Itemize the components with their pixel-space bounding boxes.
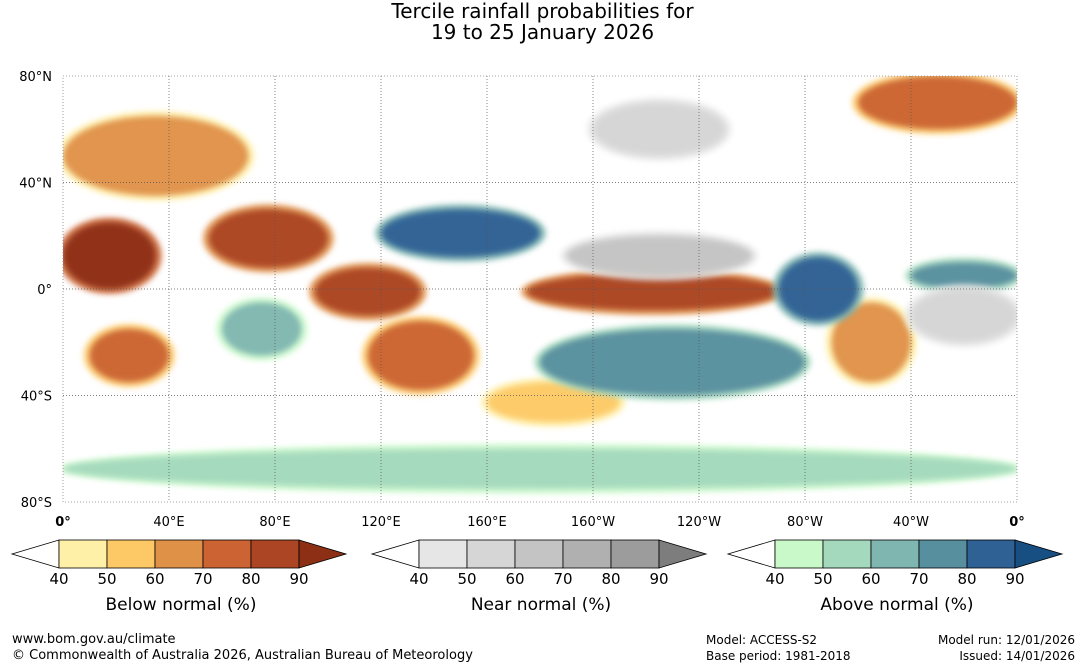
region-above-80 [778,257,858,321]
region-below-70 [367,320,474,391]
legend-right-tip [658,539,708,569]
model-run-text: Model run: 12/01/2026 [937,633,1075,647]
legend-above: 40 50 60 70 80 90 Above normal (%) [726,539,1064,615]
legend-tick: 80 [957,570,976,588]
legends: 40 50 60 70 80 90 Below normal (%) 40 50 60 70 80 90… [10,539,1064,615]
legend-near: 40 50 60 70 80 90 Near normal (%) [370,539,708,615]
issued-text: Issued: 14/01/2026 [959,649,1075,663]
legend-right-tip [298,539,348,569]
legend-label: Near normal (%) [471,595,611,615]
legend-tick: 80 [241,570,260,588]
probability-regions [63,76,1017,494]
region-below-60 [831,302,911,383]
region-above-80 [381,209,540,258]
lat-label: 0° [37,283,52,298]
lat-label: 40°N [19,177,52,192]
region-above-60 [222,302,302,356]
lon-label: 120°W [677,515,721,530]
lon-label: 40°E [153,515,184,530]
legend-tick: 50 [97,570,116,588]
legend-swatch [514,539,564,569]
lon-label: 80°E [259,515,290,530]
legend-swatch [610,539,660,569]
title-line-2: 19 to 25 January 2026 [430,20,655,44]
legend-tick: 70 [193,570,212,588]
region-above-50 [63,448,1017,489]
model-text: Model: ACCESS-S2 [706,633,818,647]
legend-left-tip [726,539,776,569]
lon-label: 0° [55,515,71,530]
region-near-50 [911,289,1017,343]
lon-label: 160°E [467,515,507,530]
legend-tick: 40 [49,570,68,588]
website-text: www.bom.gov.au/climate [12,632,176,647]
legend-swatch [58,539,108,569]
legend-tick: 90 [289,570,308,588]
legend-tick: 70 [909,570,928,588]
legend-tick: 60 [861,570,880,588]
legend-swatch [966,539,1016,569]
legend-left-tip [370,539,420,569]
legend-tick: 60 [505,570,524,588]
region-below-90 [63,222,156,289]
legend-tick: 50 [813,570,832,588]
legend-swatch [106,539,156,569]
legend-label: Below normal (%) [106,595,257,615]
legend-tick: 50 [457,570,476,588]
title-line-1: Tercile rainfall probabilities for [391,0,694,23]
lon-label: 0° [1009,515,1025,530]
legend-tick: 40 [409,570,428,588]
region-below-80 [314,267,421,316]
region-near-60 [566,235,752,276]
legend-swatch [466,539,516,569]
lat-label: 80°N [19,70,52,85]
region-below-70 [89,328,169,383]
legend-below: 40 50 60 70 80 90 Below normal (%) [10,539,348,615]
legend-right-tip [1014,539,1064,569]
base-period-text: Base period: 1981-2018 [706,649,851,663]
legend-swatch [918,539,968,569]
legend-swatch [822,539,872,569]
lat-label: 80°S [21,496,52,511]
lon-label: 80°W [787,515,823,530]
legend-swatch [202,539,252,569]
lat-label: 40°S [21,390,52,405]
legend-swatch [870,539,920,569]
legend-tick: 70 [553,570,572,588]
legend-tick: 90 [1005,570,1024,588]
region-above-70 [540,328,805,396]
region-above-70 [911,262,1017,289]
legend-swatch [154,539,204,569]
legend-swatch [418,539,468,569]
map-frame [62,75,1018,503]
legend-label: Above normal (%) [820,595,973,615]
lon-label: 160°W [571,515,615,530]
copyright-text: © Commonwealth of Australia 2026, Austra… [12,648,473,663]
lon-label: 40°W [893,515,929,530]
region-below-80 [526,273,779,311]
map-axes: 80°N40°N0°40°S80°S0° 40°E 80°E 120°E 160°E 16… [19,70,1025,530]
region-below-70 [858,76,1017,130]
legend-swatch [774,539,824,569]
legend-tick: 80 [601,570,620,588]
legend-left-tip [10,539,60,569]
legend-tick: 60 [145,570,164,588]
legend-tick: 40 [765,570,784,588]
map-area [62,75,1018,503]
legend-tick: 90 [649,570,668,588]
legend-swatch [250,539,300,569]
region-near-50 [593,102,726,156]
lon-label: 120°E [361,515,401,530]
region-below-80 [208,209,328,268]
legend-swatch [562,539,612,569]
region-below-60 [63,115,249,196]
